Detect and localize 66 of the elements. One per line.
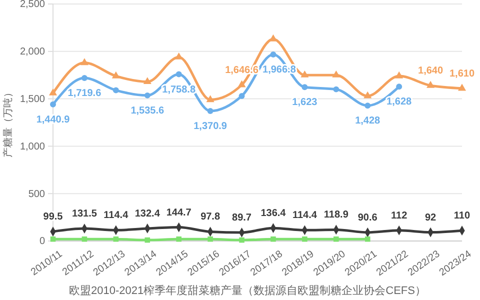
data-label: 112 <box>391 210 408 222</box>
data-label: 1,628 <box>386 96 412 108</box>
data-label: 1,623 <box>292 97 318 108</box>
point <box>176 236 182 242</box>
y-tick-label: 2,500 <box>20 0 46 10</box>
point <box>50 101 56 108</box>
data-label: 1,640 <box>418 66 444 77</box>
point <box>395 71 404 78</box>
point <box>82 236 88 242</box>
data-label: 110 <box>454 210 470 222</box>
point <box>302 84 308 90</box>
y-axis-title: 产糖量（万吨） <box>2 88 14 158</box>
point <box>48 88 58 96</box>
data-label: 132.4 <box>134 208 160 220</box>
point <box>208 236 213 242</box>
point <box>207 108 214 114</box>
point <box>239 237 244 243</box>
text: 欧盟2010-2021榨季年度甜菜糖产量（数据源自欧盟制糖企业协会CEFS） <box>69 284 426 297</box>
data-label: 1,440.9 <box>36 114 70 126</box>
point <box>396 84 402 90</box>
y-tick-label: 1,000 <box>20 141 46 152</box>
y-tick-label: 2,000 <box>20 46 46 58</box>
point <box>112 71 120 78</box>
data-label: 1,428 <box>355 116 381 127</box>
point <box>144 237 150 243</box>
point <box>458 84 466 91</box>
data-label: 114.4 <box>104 210 129 222</box>
point <box>364 236 370 242</box>
data-label: 90.6 <box>358 212 378 224</box>
point <box>112 87 119 94</box>
data-label: 1,719.6 <box>68 88 102 99</box>
y-tick-label: 500 <box>28 188 46 200</box>
point <box>176 71 182 78</box>
point <box>81 75 88 81</box>
point <box>143 77 152 84</box>
data-label: 1,610 <box>449 68 475 80</box>
point <box>270 52 276 58</box>
point <box>302 236 308 242</box>
data-label: 97.8 <box>200 212 220 223</box>
data-label: 136.4 <box>260 208 286 220</box>
data-label: 1,370.9 <box>194 121 228 132</box>
y-tick-label: 0 <box>39 236 46 248</box>
point <box>113 236 119 242</box>
data-label: 89.7 <box>232 212 252 224</box>
point <box>364 102 371 109</box>
point <box>332 70 340 78</box>
data-label: 118.9 <box>324 210 349 221</box>
data-label: 99.5 <box>43 212 64 223</box>
y-tick-label: 1,500 <box>20 94 46 105</box>
point <box>300 70 309 78</box>
point <box>270 236 276 242</box>
point <box>238 92 245 99</box>
point <box>426 80 435 88</box>
point <box>50 236 56 242</box>
point <box>206 95 214 102</box>
point <box>334 236 339 242</box>
data-label: 114.4 <box>292 210 318 222</box>
data-label: 92 <box>424 212 437 224</box>
data-label: 131.5 <box>72 208 98 220</box>
point <box>333 86 340 92</box>
data-label: 1,535.6 <box>130 105 164 116</box>
point <box>80 58 88 66</box>
point <box>144 92 150 98</box>
data-label: 144.7 <box>166 207 192 218</box>
point <box>238 80 246 88</box>
point <box>364 91 372 98</box>
